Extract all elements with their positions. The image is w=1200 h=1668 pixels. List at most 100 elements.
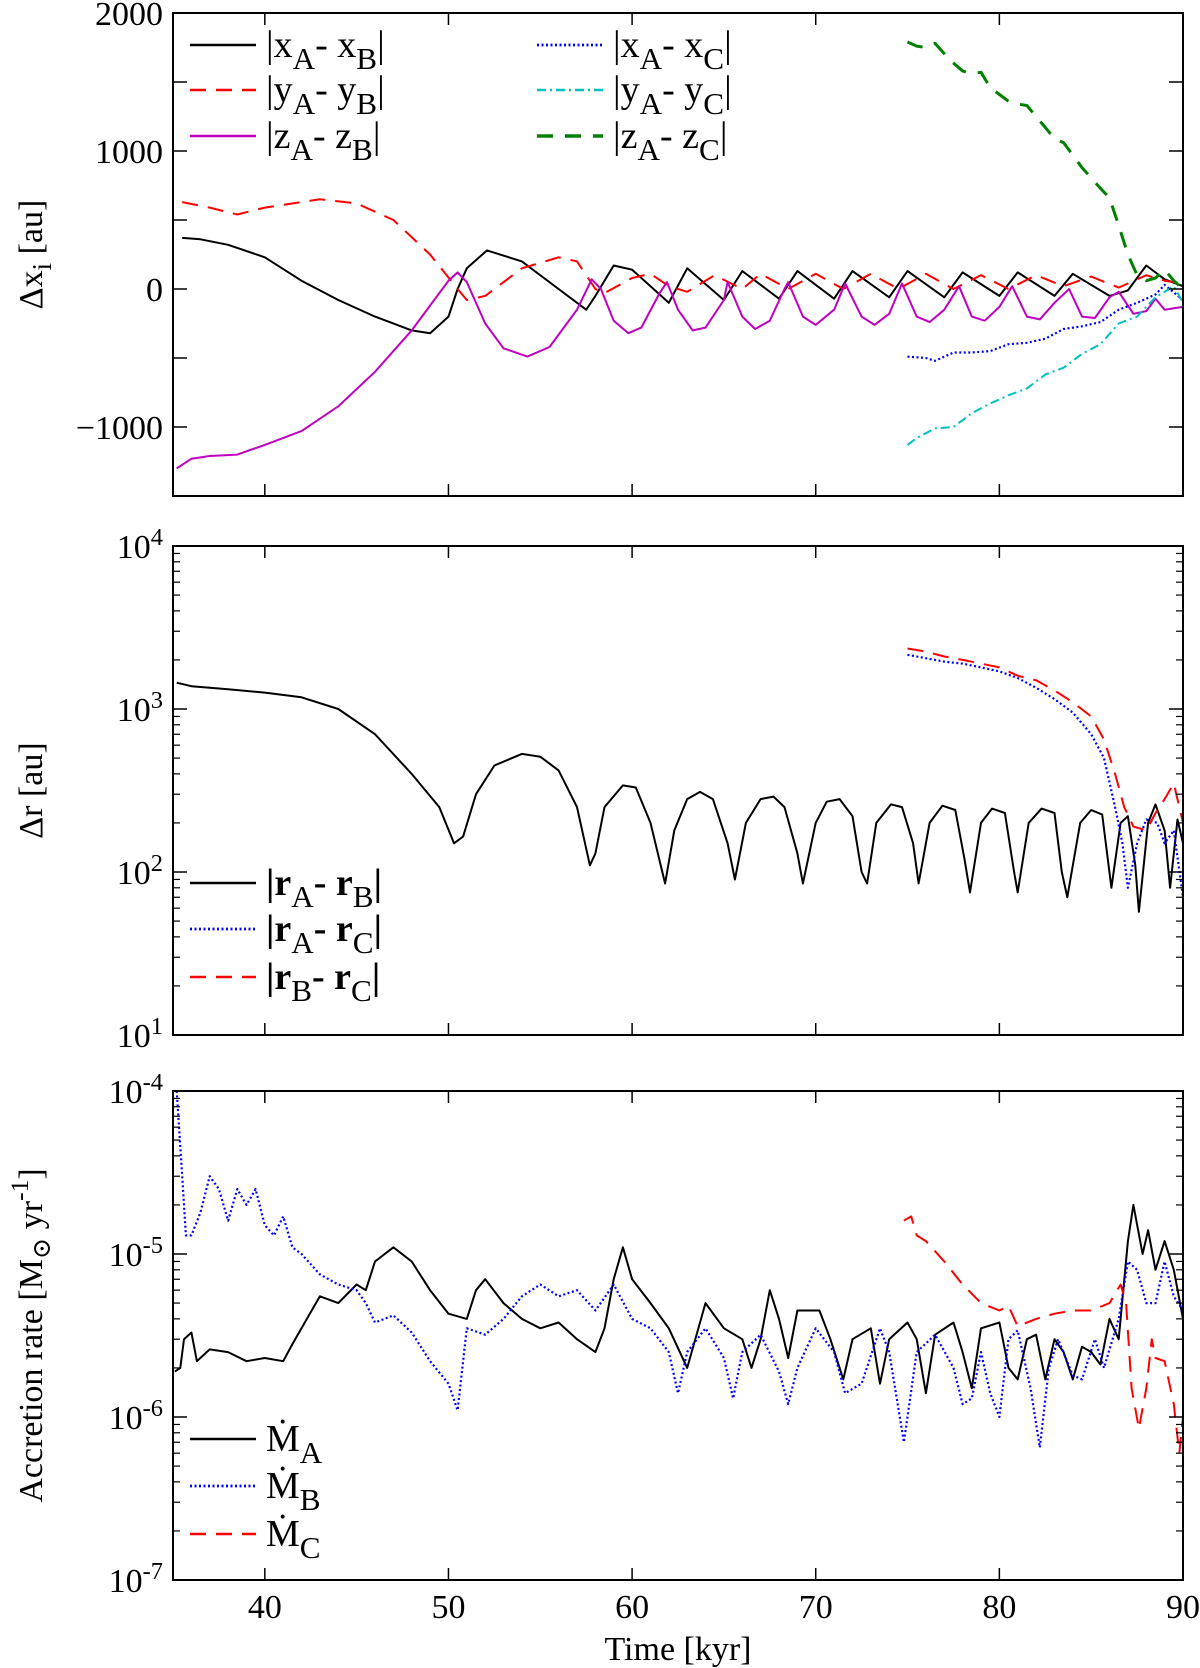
- y-tick-label: 10-6: [109, 1395, 163, 1437]
- tick-base: 10: [117, 855, 151, 892]
- text-part: |: [373, 115, 381, 157]
- legend-entry: ṀA: [266, 1418, 323, 1470]
- x-tick-label: 40: [248, 1589, 282, 1626]
- y-tick-label: 2000: [95, 0, 163, 33]
- subscript: i: [27, 262, 57, 270]
- text-part: |: [374, 862, 382, 904]
- label-part: ]: [13, 1168, 50, 1179]
- y-axis-label: Δr [au]: [13, 742, 50, 838]
- text-part: |: [720, 115, 728, 157]
- text-part: - y: [662, 69, 703, 111]
- label-part: Accretion rate [M: [13, 1259, 50, 1503]
- text-part: |: [374, 908, 382, 950]
- text-part: Δx: [13, 270, 50, 309]
- x-tick-label: 90: [1166, 1589, 1200, 1626]
- text-part: - r: [314, 862, 353, 904]
- legend-entry: |zA- zC|: [613, 115, 727, 167]
- text-part: - y: [315, 69, 356, 111]
- y-axis-label: Δxi [au]: [13, 200, 57, 310]
- y-tick-label: 10-4: [109, 1069, 163, 1111]
- tick-exponent: 4: [151, 524, 163, 551]
- legend-entry: |rB- rC|: [266, 956, 380, 1008]
- y-tick-label: 10-5: [109, 1232, 163, 1274]
- subscript: A: [291, 925, 314, 960]
- subscript: B: [353, 879, 374, 914]
- y-tick-label: −1000: [76, 410, 163, 447]
- y-axis-label: Accretion rate [M⊙ yr-1]: [5, 1168, 56, 1502]
- x-tick-label: 70: [799, 1589, 833, 1626]
- text-part: - z: [660, 115, 699, 157]
- series-line-1-3: [176, 271, 1183, 470]
- text-part: |r: [266, 908, 291, 950]
- text-part: |r: [266, 956, 291, 998]
- tick-base: 10: [117, 529, 151, 566]
- y-tick-label: 0: [146, 272, 163, 309]
- legend-entry: ṀC: [266, 1513, 321, 1565]
- tick-base: 10: [117, 692, 151, 729]
- subscript: A: [640, 41, 663, 76]
- tick-base: 10: [109, 1074, 143, 1111]
- text-part: [au]: [13, 200, 50, 263]
- series-line-3-3: [903, 1215, 1183, 1455]
- text-part: Ṁ: [266, 1513, 300, 1555]
- x-tick-label: 50: [431, 1589, 465, 1626]
- legend-entry: ṀB: [266, 1465, 321, 1517]
- series-line-3-2: [175, 1091, 1183, 1449]
- text-part: - x: [315, 24, 356, 66]
- label-part: -1: [5, 1180, 34, 1201]
- tick-exponent: -4: [143, 1069, 163, 1096]
- subscript: A: [290, 132, 313, 167]
- text-part: - x: [662, 24, 703, 66]
- series-line-2-3: [907, 647, 1183, 832]
- subscript: C: [703, 41, 724, 76]
- plot-frame: [172, 12, 1184, 497]
- label-part: ⊙: [27, 1238, 56, 1259]
- subscript: A: [640, 86, 663, 121]
- text-part: Δr [au]: [13, 742, 50, 838]
- text-part: |x: [266, 24, 293, 66]
- legend-entry: |rA- rB|: [266, 862, 382, 914]
- subscript: B: [352, 132, 373, 167]
- tick-exponent: 2: [151, 850, 163, 877]
- series-line-1-1: [182, 236, 1183, 335]
- legend: |rA- rB||rA- rC||rB- rC|: [190, 862, 382, 1008]
- subscript: C: [699, 132, 720, 167]
- series-line-2-2: [907, 653, 1183, 898]
- text-part: |: [724, 24, 732, 66]
- legend-entry: |rA- rC|: [266, 908, 382, 960]
- text-part: - r: [314, 908, 353, 950]
- series-line-1-4: [907, 283, 1183, 362]
- tick-exponent: -6: [143, 1395, 163, 1422]
- text-part: |: [377, 24, 385, 66]
- subscript: B: [300, 1482, 321, 1517]
- x-tick-label: 80: [982, 1589, 1016, 1626]
- subscript: C: [351, 973, 372, 1008]
- label-part: yr: [13, 1200, 50, 1238]
- plot-frame: [172, 545, 1184, 1036]
- subscript: B: [356, 86, 377, 121]
- series-line-1-2: [182, 198, 1183, 301]
- legend-entry: |yA- yC|: [613, 69, 732, 121]
- text-part: |y: [266, 69, 293, 111]
- legend-entry: |xA- xC|: [613, 24, 732, 76]
- y-tick-label: 1000: [95, 134, 163, 171]
- y-tick-label: 10-7: [109, 1558, 163, 1600]
- subscript: A: [637, 132, 660, 167]
- text-part: - r: [312, 956, 351, 998]
- series-line-1-6: [906, 40, 1183, 291]
- subscript: A: [300, 1435, 323, 1470]
- subscript: A: [293, 41, 316, 76]
- tick-base: 10: [109, 1400, 143, 1437]
- legend-entry: |yA- yB|: [266, 69, 385, 121]
- text-part: |y: [613, 69, 640, 111]
- subscript: C: [353, 925, 374, 960]
- plot-frame: [172, 1090, 1184, 1581]
- text-part: |: [724, 69, 732, 111]
- text-part: Ṁ: [266, 1465, 300, 1507]
- y-tick-label: 104: [117, 524, 163, 566]
- legend-entry: |xA- xB|: [266, 24, 385, 76]
- tick-exponent: 1: [151, 1013, 163, 1040]
